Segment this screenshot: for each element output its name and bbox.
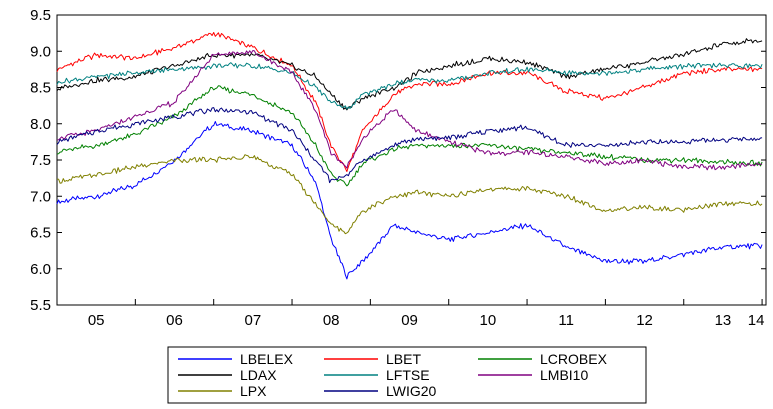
x-tick-label: 11 <box>558 312 574 329</box>
y-tick-label: 8.5 <box>30 80 51 97</box>
legend-label-lbet: LBET <box>386 351 421 367</box>
series-line-lftse <box>56 62 763 110</box>
legend-label-lmbi10: LMBI10 <box>540 367 588 383</box>
y-axis: 5.5 6.0 6.5 7.0 7.5 8.0 8.5 9.0 9.5 <box>30 7 766 314</box>
y-tick-label: 6.5 <box>30 225 51 242</box>
x-tick-label: 05 <box>88 312 105 329</box>
legend-label-lwig20: LWIG20 <box>386 383 437 399</box>
plot-area <box>56 14 767 306</box>
x-tick-label: 10 <box>480 312 497 329</box>
series-line-lbet <box>56 32 763 172</box>
series-line-lcrobex <box>56 85 763 187</box>
series-line-lpx <box>56 154 763 235</box>
x-tick-label: 06 <box>166 312 183 329</box>
x-tick-label: 08 <box>323 312 340 329</box>
y-tick-label: 7.5 <box>30 152 51 169</box>
series-line-ldax <box>56 38 763 111</box>
y-tick-label: 7.0 <box>30 188 51 205</box>
series-line-lbelex <box>56 121 763 280</box>
legend: LBELEX LBET LCROBEX LDAX LFTSE LMBI10 LPX LWIG2… <box>167 346 647 404</box>
y-tick-label: 9.0 <box>30 43 51 60</box>
legend-label-lftse: LFTSE <box>386 367 430 383</box>
y-tick-label: 6.0 <box>30 261 51 278</box>
series-line-lwig20 <box>56 107 763 184</box>
legend-label-lbelex: LBELEX <box>240 351 294 367</box>
y-tick-label: 8.0 <box>30 116 51 133</box>
legend-label-ldax: LDAX <box>240 367 277 383</box>
series-line-lmbi10 <box>56 50 763 171</box>
y-tick-label: 9.5 <box>30 7 51 24</box>
x-tick-label: 09 <box>401 312 418 329</box>
y-tick-label: 5.5 <box>30 297 51 314</box>
legend-label-lcrobex: LCROBEX <box>540 351 608 367</box>
x-tick-label: 14 <box>748 312 765 329</box>
legend-label-lpx: LPX <box>240 383 267 399</box>
legend-box <box>167 346 647 404</box>
x-tick-label: 07 <box>245 312 262 329</box>
x-tick-label: 12 <box>636 312 653 329</box>
x-tick-label: 13 <box>715 312 732 329</box>
x-axis: 05 06 07 08 09 10 11 12 13 14 <box>56 299 765 329</box>
